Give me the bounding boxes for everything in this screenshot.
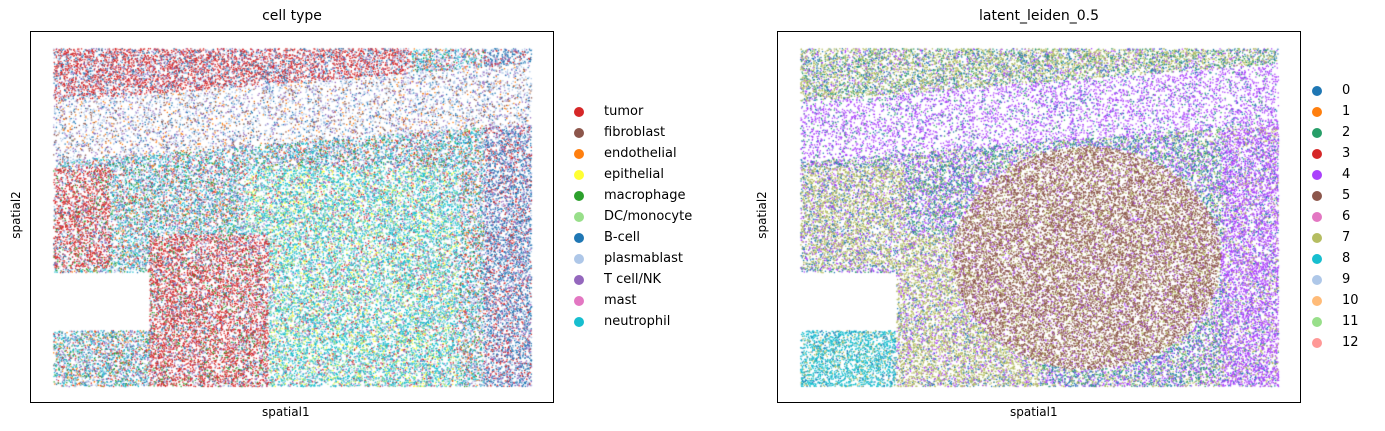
legend-swatch [1312, 337, 1322, 348]
legend-swatch [1312, 127, 1322, 138]
legend-label: 0 [1342, 83, 1351, 98]
legend-label: tumor [604, 104, 644, 119]
legend-swatch [574, 316, 584, 327]
legend-item: mast [574, 290, 692, 311]
legend-swatch [1312, 85, 1322, 96]
x-axis-label: spatial1 [262, 405, 310, 419]
legend-item: T cell/NK [574, 269, 692, 290]
legend-swatch [574, 274, 584, 285]
legend-item: plasmablast [574, 248, 692, 269]
legend-label: mast [604, 293, 637, 308]
legend-item: fibroblast [574, 122, 692, 143]
legend-label: endothelial [604, 146, 677, 161]
legend-item: 3 [1312, 143, 1359, 164]
legend-swatch [1312, 211, 1322, 222]
legend-label: 8 [1342, 251, 1351, 266]
legend-item: neutrophil [574, 311, 692, 332]
legend-item: 10 [1312, 290, 1359, 311]
legend-swatch [1312, 316, 1322, 327]
legend-item: 7 [1312, 227, 1359, 248]
legend-label: 1 [1342, 104, 1351, 119]
legend-swatch [1312, 253, 1322, 264]
legend-swatch [1312, 106, 1322, 117]
legend-swatch [574, 148, 584, 159]
legend-label: 3 [1342, 146, 1351, 161]
legend-label: 10 [1342, 293, 1359, 308]
legend-label: T cell/NK [604, 272, 662, 287]
legend-item: 12 [1312, 332, 1359, 353]
legend-item: 6 [1312, 206, 1359, 227]
legend-swatch [1312, 295, 1322, 306]
legend-swatch [574, 295, 584, 306]
legend-item: 1 [1312, 101, 1359, 122]
legend-item: tumor [574, 101, 692, 122]
legend-item: DC/monocyte [574, 206, 692, 227]
scatter-points [778, 32, 1300, 402]
legend-label: 7 [1342, 230, 1351, 245]
legend-item: macrophage [574, 185, 692, 206]
legend-label: 4 [1342, 167, 1351, 182]
y-axis-label: spatial2 [8, 191, 23, 239]
legend-label: 5 [1342, 188, 1351, 203]
legend-swatch [1312, 190, 1322, 201]
legend-item: 4 [1312, 164, 1359, 185]
legend-swatch [1312, 274, 1322, 285]
legend-item: epithelial [574, 164, 692, 185]
legend-label: 9 [1342, 272, 1351, 287]
legend-label: DC/monocyte [604, 209, 693, 224]
legend-swatch [1312, 148, 1322, 159]
legend-swatch [574, 232, 584, 243]
legend-label: 12 [1342, 335, 1359, 350]
chart-title: cell type [262, 8, 322, 24]
legend-swatch [574, 211, 584, 222]
legend-swatch [574, 127, 584, 138]
legend-swatch [574, 253, 584, 264]
legend: tumor fibroblast endothelial epithelial macr… [574, 101, 692, 332]
scatter-points [31, 32, 553, 402]
legend-swatch [574, 169, 584, 180]
legend-swatch [574, 106, 584, 117]
legend-swatch [1312, 232, 1322, 243]
chart-title: latent_leiden_0.5 [979, 8, 1099, 24]
legend-item: 2 [1312, 122, 1359, 143]
legend-label: plasmablast [604, 251, 683, 266]
y-axis-label: spatial2 [754, 191, 769, 239]
legend-label: B-cell [604, 230, 640, 245]
legend-label: neutrophil [604, 314, 671, 329]
legend: 0 1 2 3 4 5 6 7 8 9 10 11 12 [1312, 80, 1359, 353]
legend-item: endothelial [574, 143, 692, 164]
legend-label: 11 [1342, 314, 1359, 329]
plot-area [777, 31, 1301, 403]
legend-label: 6 [1342, 209, 1351, 224]
legend-item: 0 [1312, 80, 1359, 101]
legend-label: macrophage [604, 188, 686, 203]
legend-label: epithelial [604, 167, 664, 182]
legend-label: fibroblast [604, 125, 666, 140]
legend-item: 8 [1312, 248, 1359, 269]
legend-item: 9 [1312, 269, 1359, 290]
plot-area [30, 31, 554, 403]
x-axis-label: spatial1 [1010, 405, 1058, 419]
legend-item: 11 [1312, 311, 1359, 332]
legend-label: 2 [1342, 125, 1351, 140]
legend-item: B-cell [574, 227, 692, 248]
legend-item: 5 [1312, 185, 1359, 206]
legend-swatch [1312, 169, 1322, 180]
legend-swatch [574, 190, 584, 201]
